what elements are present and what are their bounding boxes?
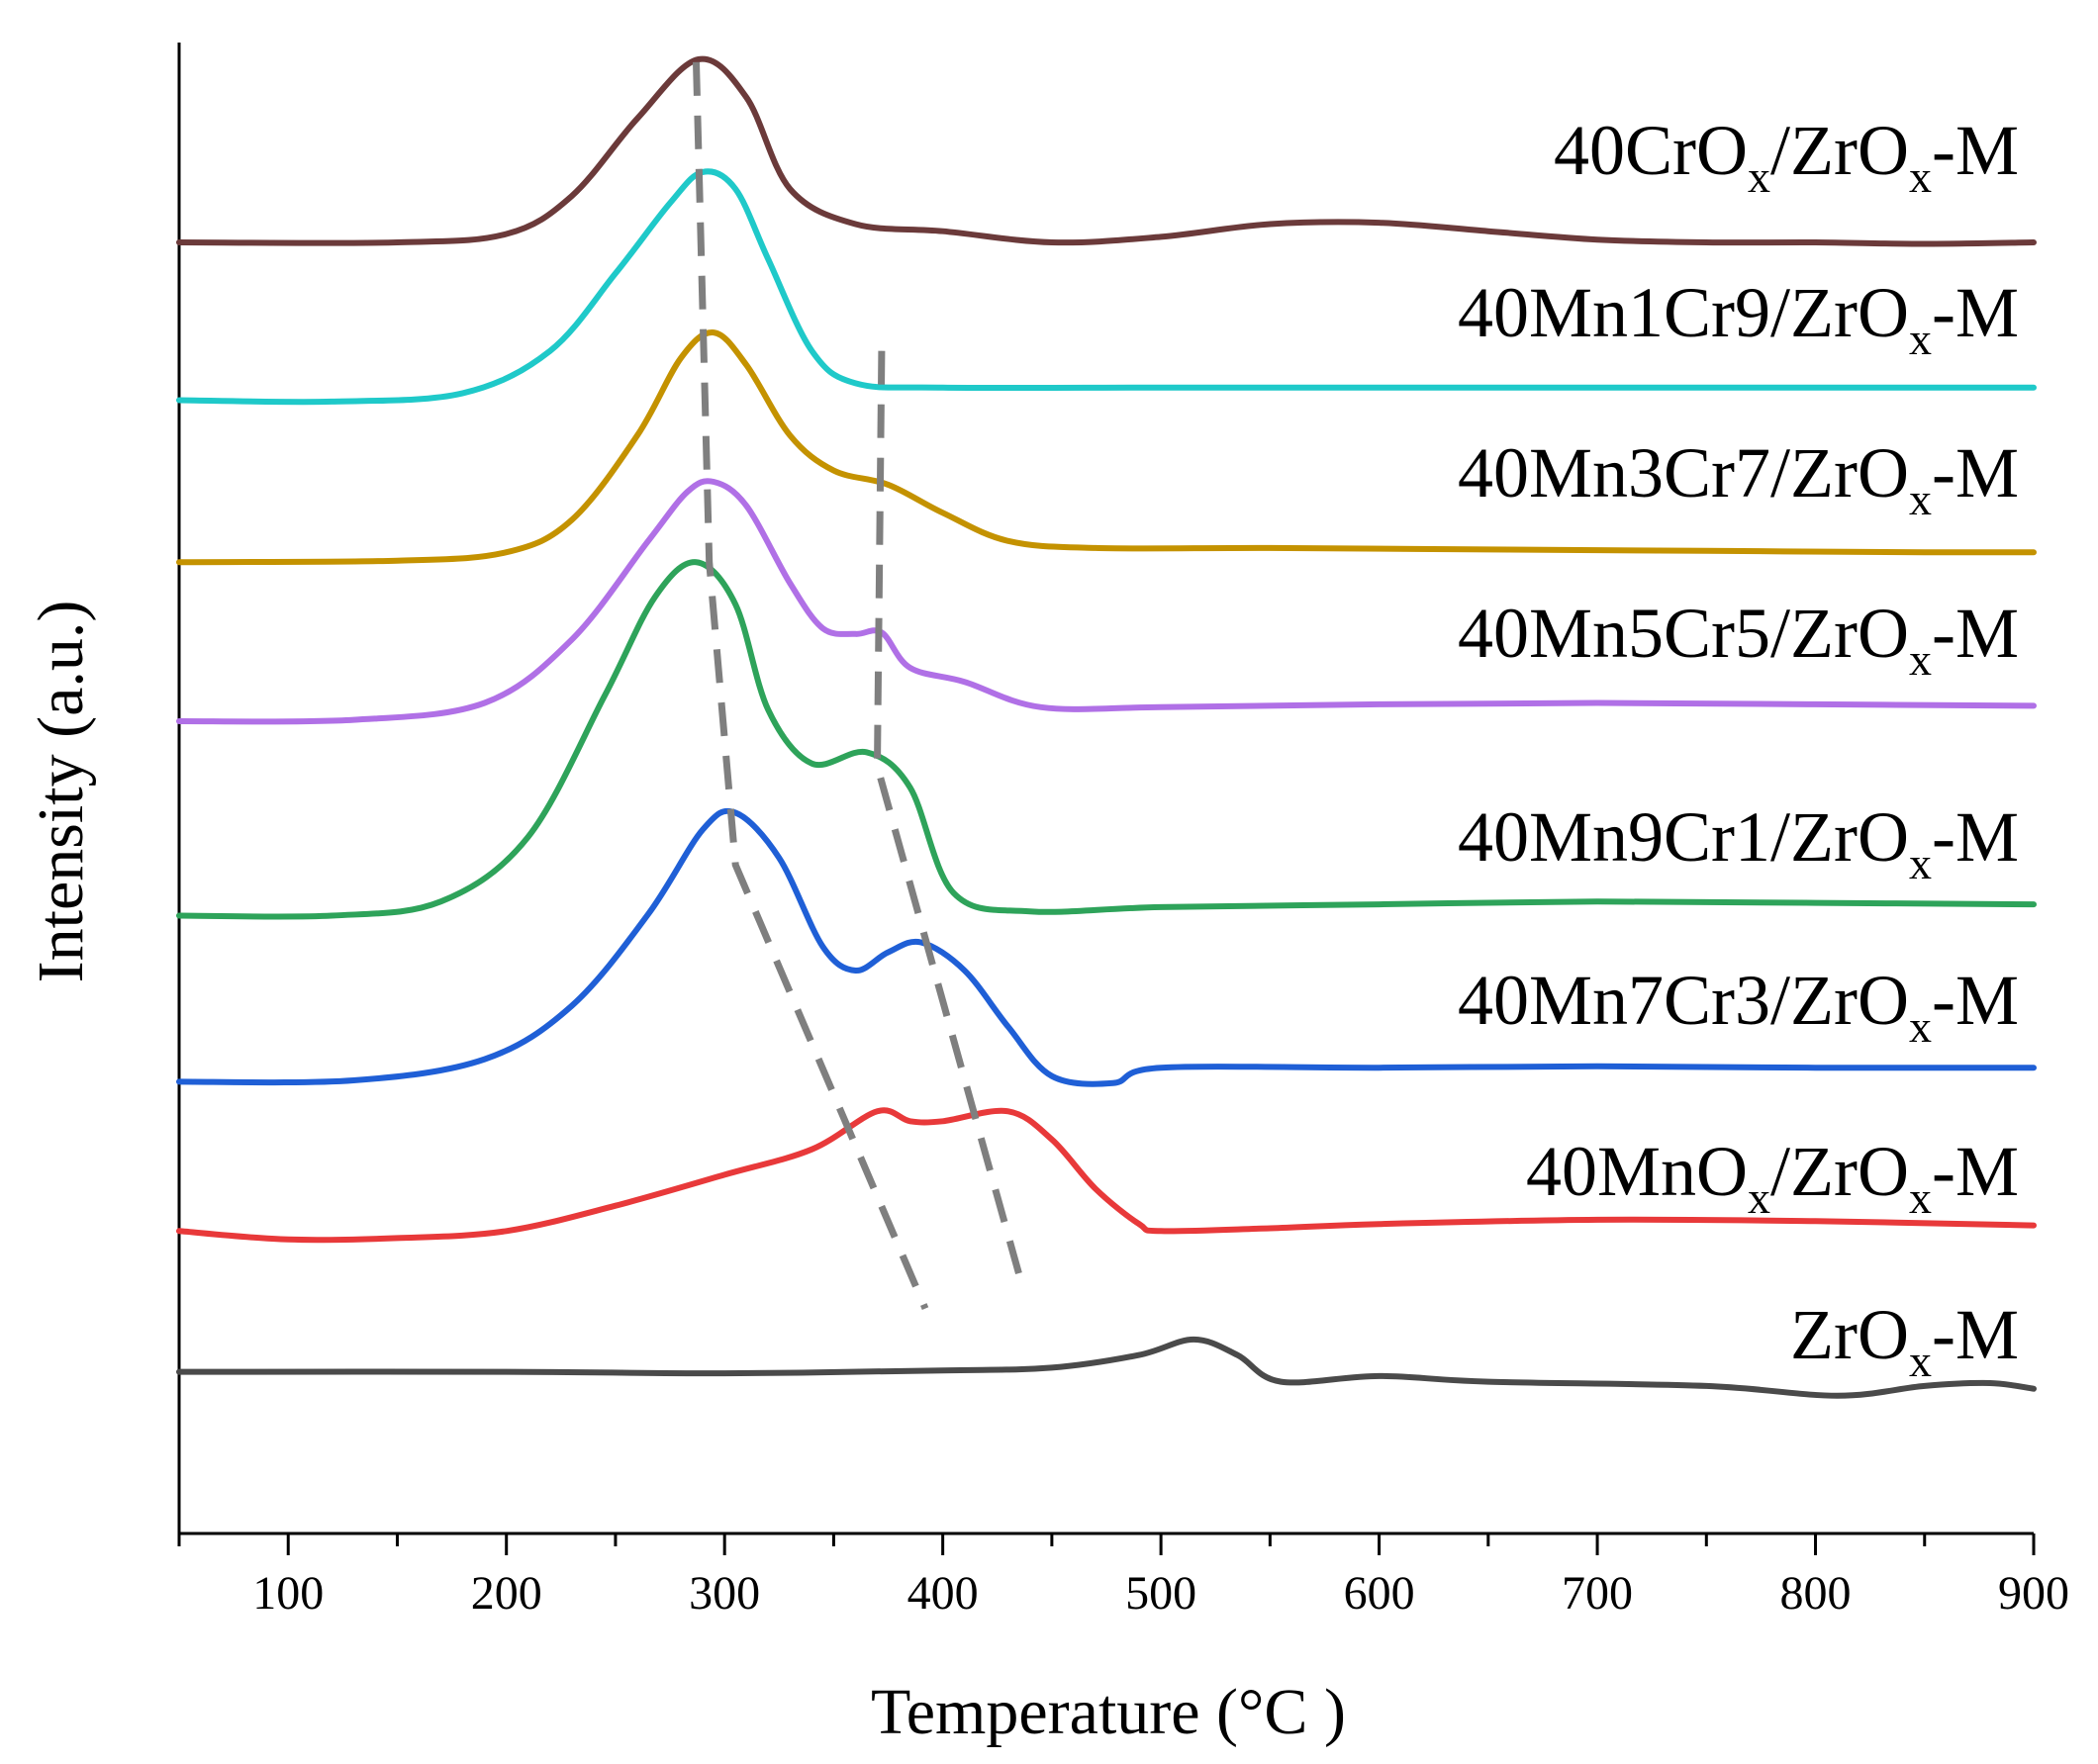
series-line-7 <box>176 1107 2037 1244</box>
series-line-2 <box>176 168 2037 406</box>
series-label-5: 40Mn9Cr1/ZrOx-M <box>1458 797 2019 888</box>
guide-line-left <box>693 61 929 1310</box>
plot-area <box>177 43 2034 1535</box>
series-label-1: 40CrOx/ZrOx-M <box>1554 111 2019 202</box>
series-line-1 <box>176 55 2037 247</box>
series-line-8 <box>176 1336 2037 1399</box>
series-line-5 <box>176 559 2037 920</box>
curves <box>176 55 2037 1399</box>
x-tick-label: 600 <box>1344 1567 1415 1620</box>
series-label-2: 40Mn1Cr9/ZrOx-M <box>1458 273 2019 364</box>
y-axis-title: Intensity (a.u.) <box>25 601 97 983</box>
guide-lines <box>693 61 1027 1310</box>
series-labels: 40CrOx/ZrOx-M 40Mn1Cr9/ZrOx-M 40Mn3Cr7/ZrO… <box>1458 111 2019 1386</box>
x-tick-label: 900 <box>1998 1567 2069 1620</box>
series-label-3: 40Mn3Cr7/ZrOx-M <box>1458 433 2019 524</box>
x-tick-label: 500 <box>1125 1567 1196 1620</box>
guide-line-right <box>873 350 1027 1292</box>
x-tick-label: 700 <box>1562 1567 1633 1620</box>
series-line-6 <box>176 807 2037 1087</box>
x-tick-label: 800 <box>1780 1567 1852 1620</box>
x-tick-label: 300 <box>689 1567 760 1620</box>
series-label-8: ZrOx-M <box>1790 1295 2019 1386</box>
series-line-4 <box>176 478 2037 725</box>
series-label-4: 40Mn5Cr5/ZrOx-M <box>1458 594 2019 685</box>
series-label-7: 40MnOx/ZrOx-M <box>1526 1132 2019 1223</box>
x-tick-label: 100 <box>252 1567 324 1620</box>
x-ticks: 100 200 300 400 500 600 700 800 900 <box>177 1533 2069 1620</box>
series-label-6: 40Mn7Cr3/ZrOx-M <box>1458 961 2019 1052</box>
x-tick-label: 200 <box>471 1567 542 1620</box>
x-axis-title: Temperature (°C ) <box>871 1676 1346 1748</box>
x-tick-label: 400 <box>907 1567 979 1620</box>
